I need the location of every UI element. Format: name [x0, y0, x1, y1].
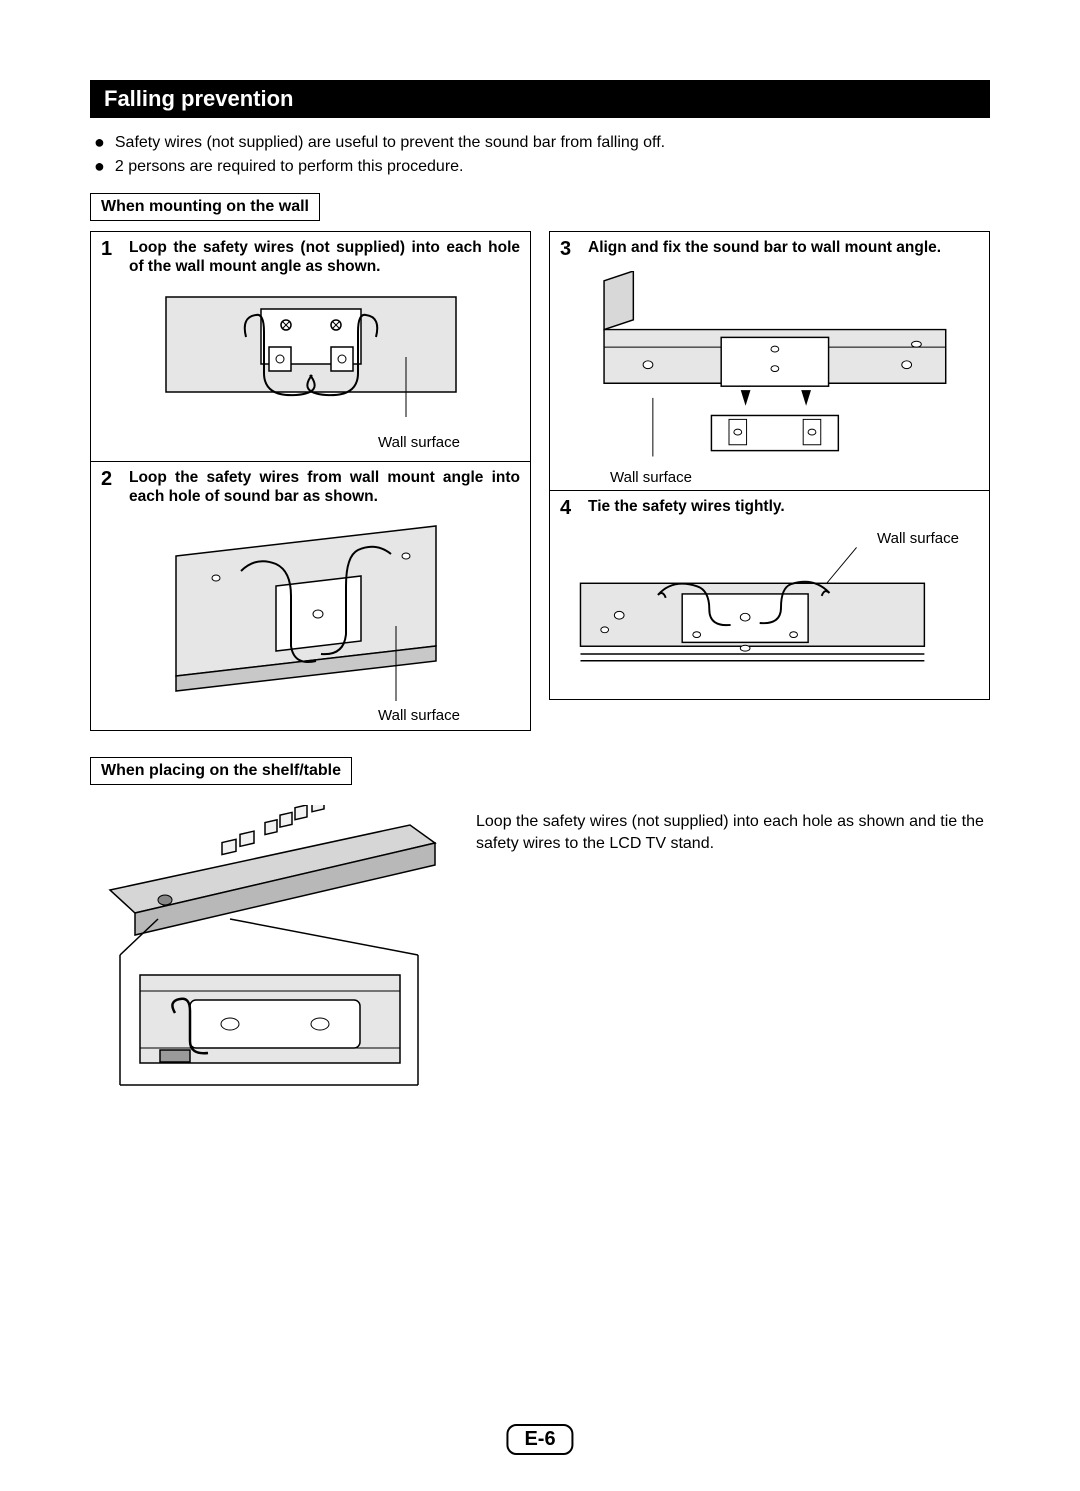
step-1-head: 1 Loop the safety wires (not supplied) i…: [91, 232, 530, 281]
bullet-text: 2 persons are required to perform this p…: [115, 156, 464, 178]
wall-surface-caption: Wall surface: [378, 707, 460, 724]
step-title: Align and fix the sound bar to wall moun…: [588, 238, 941, 257]
wall-surface-caption: Wall surface: [877, 530, 959, 547]
wall-surface-caption: Wall surface: [378, 434, 460, 451]
shelf-diagram-svg: [90, 805, 450, 1095]
bullet-list: ● Safety wires (not supplied) are useful…: [94, 132, 990, 179]
step-3-box: 3 Align and fix the sound bar to wall mo…: [549, 231, 990, 491]
step-title: Loop the safety wires from wall mount an…: [129, 468, 520, 507]
wall-surface-caption: Wall surface: [610, 469, 692, 486]
step-title: Tie the safety wires tightly.: [588, 497, 785, 516]
shelf-diagram: [90, 805, 450, 1095]
step-number: 1: [101, 238, 119, 261]
step-number: 3: [560, 238, 578, 261]
step-4-box: 4 Tie the safety wires tightly. Wall sur…: [549, 491, 990, 700]
bullet-dot-icon: ●: [94, 156, 105, 178]
step-number: 4: [560, 497, 578, 520]
step-3-diagram: Wall surface: [550, 265, 989, 490]
diagram-1-svg: [146, 287, 476, 437]
steps-columns: 1 Loop the safety wires (not supplied) i…: [90, 231, 990, 732]
bullet-text: Safety wires (not supplied) are useful t…: [115, 132, 665, 154]
page-number: E-6: [506, 1424, 573, 1455]
step-1-diagram: Wall surface: [91, 281, 530, 461]
right-column: 3 Align and fix the sound bar to wall mo…: [549, 231, 990, 732]
step-2-diagram: Wall surface: [91, 510, 530, 730]
sub-header-wall: When mounting on the wall: [90, 193, 320, 221]
step-number: 2: [101, 468, 119, 491]
step-2-box: 2 Loop the safety wires from wall mount …: [90, 462, 531, 732]
step-1-box: 1 Loop the safety wires (not supplied) i…: [90, 231, 531, 462]
bullet-item: ● Safety wires (not supplied) are useful…: [94, 132, 990, 154]
bullet-item: ● 2 persons are required to perform this…: [94, 156, 990, 178]
step-4-diagram: Wall surface: [550, 524, 989, 699]
diagram-2-svg: [146, 516, 476, 716]
step-4-head: 4 Tie the safety wires tightly.: [550, 491, 989, 524]
step-title: Loop the safety wires (not supplied) int…: [129, 238, 520, 277]
bullet-dot-icon: ●: [94, 132, 105, 154]
step-2-head: 2 Loop the safety wires from wall mount …: [91, 462, 530, 511]
step-3-head: 3 Align and fix the sound bar to wall mo…: [550, 232, 989, 265]
diagram-4-svg: [560, 530, 940, 685]
shelf-row: Loop the safety wires (not supplied) int…: [90, 805, 990, 1095]
section-header: Falling prevention: [90, 80, 990, 118]
sub-header-shelf: When placing on the shelf/table: [90, 757, 352, 785]
shelf-text: Loop the safety wires (not supplied) int…: [476, 805, 990, 854]
left-column: 1 Loop the safety wires (not supplied) i…: [90, 231, 531, 732]
diagram-3-svg: [580, 271, 960, 476]
